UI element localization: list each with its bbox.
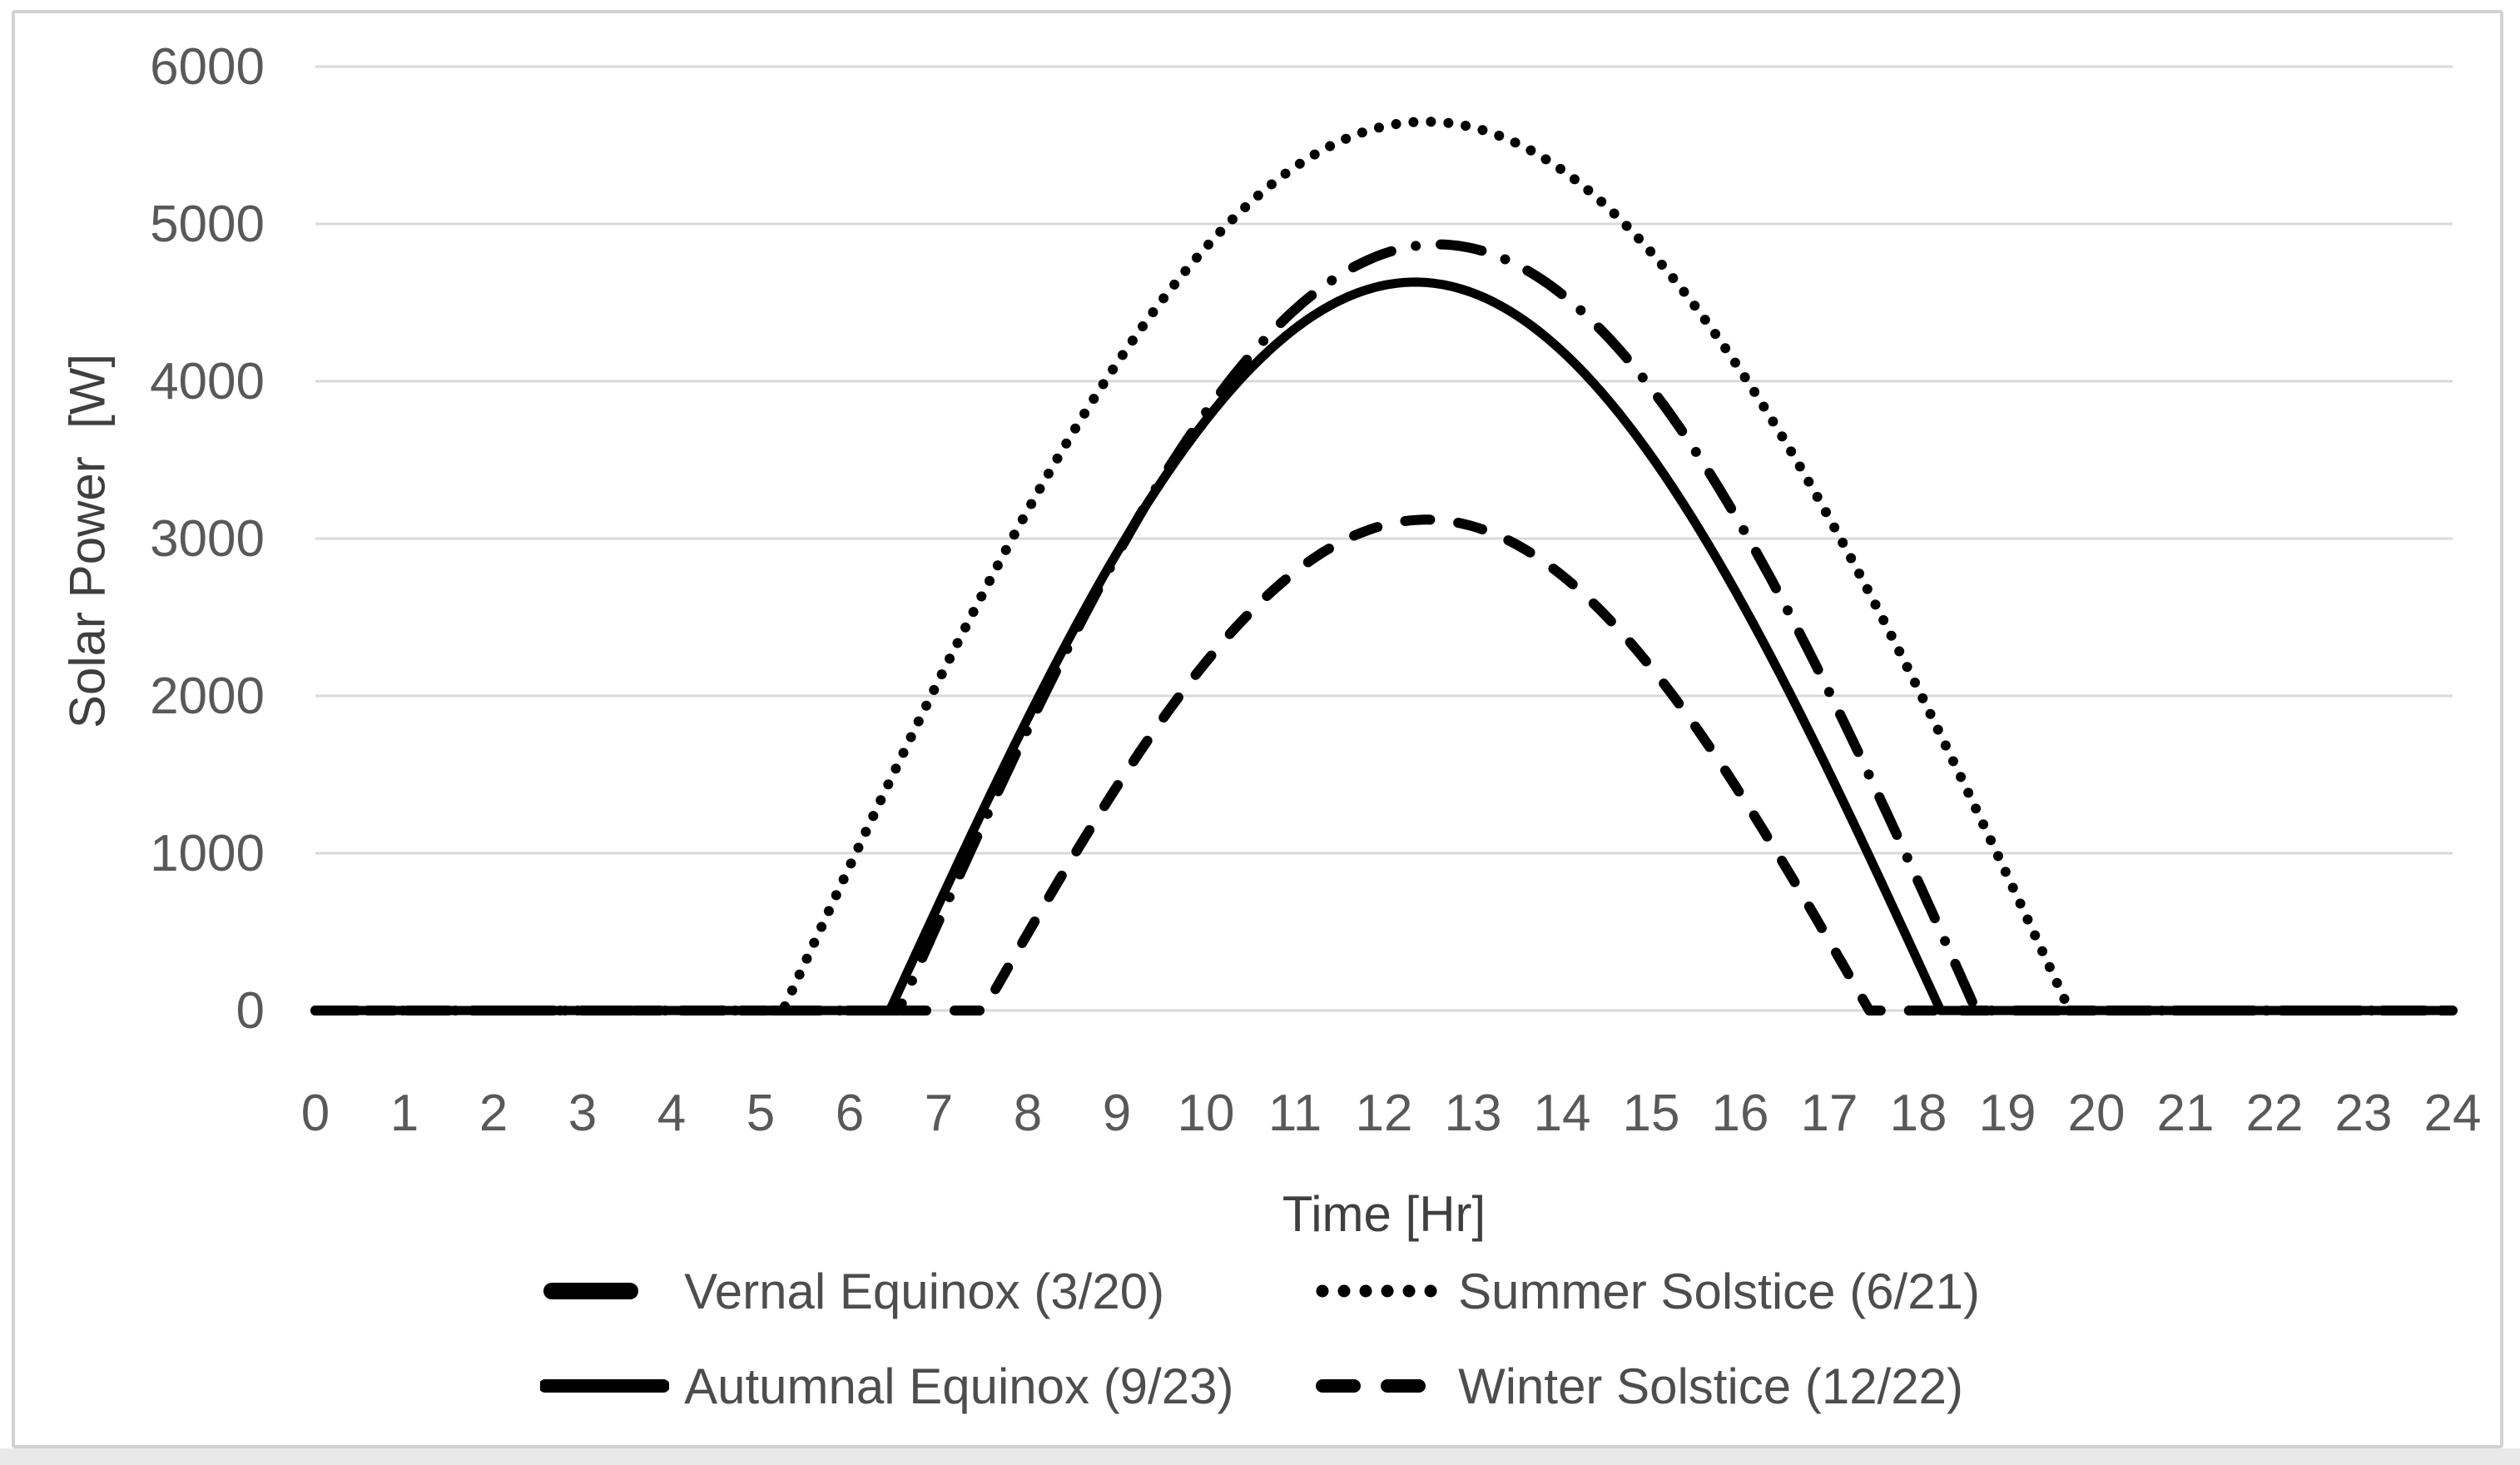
y-tick-label-6000: 6000: [150, 38, 265, 96]
x-tick-label-11: 11: [1268, 1085, 1322, 1142]
x-axis-tick-labels: 0 1 2 3 4 5 6 7 8 9 10 11 12 13 14 15 16 17 18 19 20 21 22 23 24: [301, 1085, 2482, 1142]
x-tick-label-15: 15: [1623, 1085, 1680, 1142]
x-tick-label-4: 4: [657, 1085, 686, 1142]
y-tick-label-5000: 5000: [150, 196, 265, 253]
x-tick-label-24: 24: [2424, 1085, 2482, 1142]
x-tick-label-16: 16: [1712, 1085, 1769, 1142]
x-tick-label-0: 0: [301, 1085, 330, 1142]
series-line-autumnal-equinox-9-23: [310, 277, 2458, 1016]
x-tick-label-21: 21: [2157, 1085, 2215, 1142]
y-tick-label-4000: 4000: [150, 353, 265, 410]
legend-swatch-dashed-icon: [1316, 1379, 1438, 1393]
x-tick-label-8: 8: [1014, 1085, 1042, 1142]
legend-label: Winter Solstice (12/22): [1458, 1358, 1963, 1414]
x-tick-label-20: 20: [2068, 1085, 2126, 1142]
y-tick-label-2000: 2000: [150, 668, 265, 725]
legend-label: Summer Solstice (6/21): [1458, 1263, 1980, 1319]
x-tick-label-18: 18: [1890, 1085, 1947, 1142]
x-tick-label-10: 10: [1178, 1085, 1235, 1142]
series-line-vernal-equinox-3-20: [310, 239, 2458, 1016]
y-axis-tick-labels: 0 1000 2000 3000 4000 5000 6000: [150, 38, 265, 1040]
x-tick-label-7: 7: [925, 1085, 953, 1142]
x-tick-label-23: 23: [2335, 1085, 2393, 1142]
legend-label: Vernal Equinox (3/20): [684, 1263, 1165, 1319]
series-line-winter-solstice-12-22: [310, 514, 2458, 1016]
legend-item-autumnal-equinox-9-23: Autumnal Equinox (9/23): [540, 1356, 1314, 1416]
x-tick-label-6: 6: [836, 1085, 864, 1142]
x-tick-label-9: 9: [1103, 1085, 1131, 1142]
y-axis-title: Solar Power [W]: [59, 353, 116, 729]
x-axis-title: Time [Hr]: [1282, 1186, 1486, 1242]
y-tick-label-3000: 3000: [150, 510, 265, 568]
legend-swatch-dotted-icon: [1316, 1284, 1442, 1298]
gridlines: [315, 65, 2453, 1012]
x-tick-label-14: 14: [1534, 1085, 1591, 1142]
x-tick-label-19: 19: [1979, 1085, 2036, 1142]
x-tick-label-1: 1: [390, 1085, 419, 1142]
x-tick-label-17: 17: [1801, 1085, 1858, 1142]
y-tick-label-1000: 1000: [150, 825, 265, 882]
x-tick-label-22: 22: [2246, 1085, 2304, 1142]
legend: Vernal Equinox (3/20) Summer Solstice (6/…: [0, 1261, 2520, 1416]
x-tick-label-13: 13: [1445, 1085, 1502, 1142]
x-tick-label-5: 5: [747, 1085, 775, 1142]
legend-item-summer-solstice-6-21: Summer Solstice (6/21): [1314, 1261, 1980, 1321]
chart-border-frame: [12, 10, 2503, 1448]
legend-swatch-dash-dot-icon: [543, 1283, 639, 1299]
legend-item-vernal-equinox-3-20: Vernal Equinox (3/20): [540, 1261, 1314, 1321]
legend-swatch-solid-icon: [540, 1379, 670, 1393]
legend-label: Autumnal Equinox (9/23): [684, 1358, 1234, 1414]
chart-outer-margin: [0, 1448, 2520, 1465]
legend-item-winter-solstice-12-22: Winter Solstice (12/22): [1314, 1356, 1980, 1416]
x-tick-label-3: 3: [568, 1085, 597, 1142]
x-tick-label-12: 12: [1356, 1085, 1413, 1142]
x-tick-label-2: 2: [479, 1085, 508, 1142]
y-tick-label-0: 0: [236, 982, 265, 1040]
